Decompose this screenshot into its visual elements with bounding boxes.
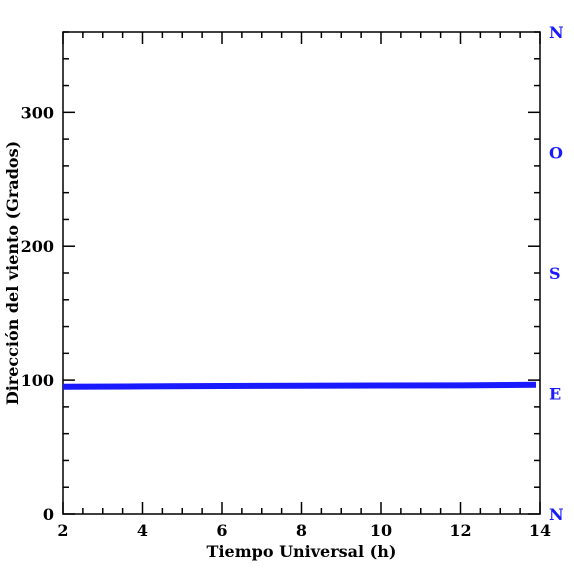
compass-label: N <box>549 505 564 524</box>
wind-direction-line <box>62 381 537 390</box>
compass-label: N <box>549 23 564 42</box>
labels-group: 2 4 6 8 10 12 14 0 100 200 300 N O S E N Tiempo Universa… <box>3 23 564 561</box>
y-tick-label: 0 <box>43 505 54 524</box>
axes-group <box>62 31 541 515</box>
y-tick-label: 200 <box>21 237 54 256</box>
compass-label: S <box>549 264 561 283</box>
x-tick-label: 6 <box>216 521 227 540</box>
y-axis-title: Dirección del viento (Grados) <box>3 141 22 405</box>
x-tick-label: 8 <box>296 521 307 540</box>
x-tick-label: 2 <box>57 521 68 540</box>
compass-label: O <box>549 144 563 163</box>
x-tick-label: 10 <box>370 521 392 540</box>
x-axis-title: Tiempo Universal (h) <box>207 542 397 561</box>
x-tick-label: 14 <box>529 521 551 540</box>
y-tick-label: 100 <box>21 371 54 390</box>
x-tick-label: 12 <box>449 521 471 540</box>
plot-frame <box>62 31 541 515</box>
compass-label: E <box>549 385 561 404</box>
y-tick-label: 300 <box>21 103 54 122</box>
series-group <box>62 381 537 390</box>
x-tick-label: 4 <box>137 521 148 540</box>
